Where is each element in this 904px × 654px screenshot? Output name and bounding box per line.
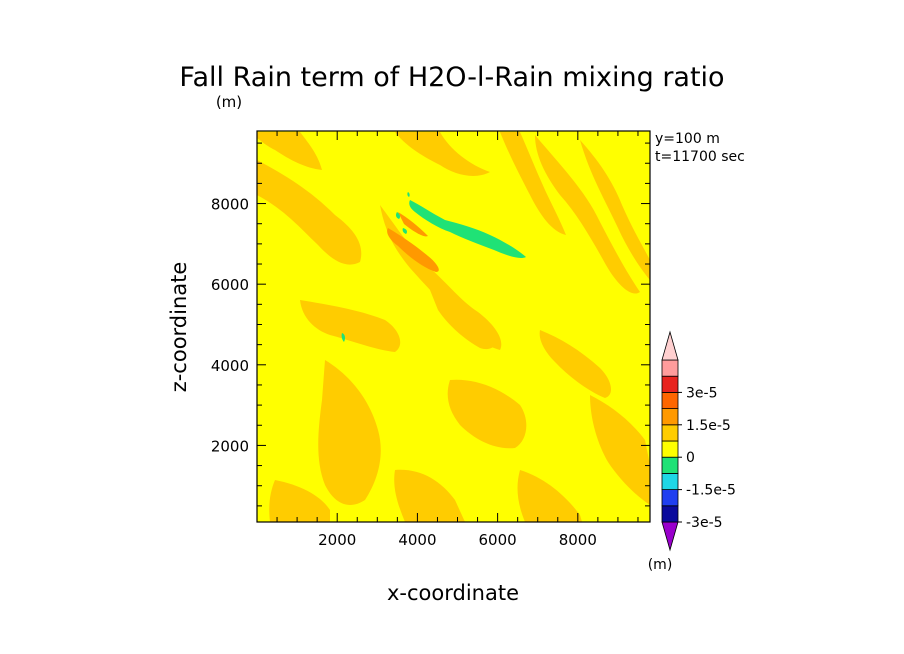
colorbar-segment [661, 489, 679, 507]
colorbar-segment [661, 472, 679, 490]
x-tick-label: 4000 [398, 531, 436, 549]
x-tick-label: 2000 [318, 531, 356, 549]
band-upper-left-2 [257, 132, 322, 170]
colorbar-tick-label: 0 [686, 450, 695, 466]
colorbar-min-triangle [661, 521, 679, 552]
annotation-time: t=11700 sec [655, 149, 745, 165]
chart-title: Fall Rain term of H2O-l-Rain mixing rati… [179, 62, 724, 93]
band-upper-left [257, 160, 362, 265]
positive-bands [257, 132, 650, 522]
negative-streak-main [409, 200, 526, 259]
colorbar-segment [661, 391, 679, 409]
x-axis-label: x-coordinate [387, 581, 519, 605]
band-right-middle [539, 330, 612, 398]
band-bottom-right [517, 470, 582, 522]
colorbar-tick-label: -1.5e-5 [686, 483, 736, 499]
band-mid-left [300, 300, 401, 352]
y-tick-label: 6000 [211, 276, 249, 294]
y-tick-label: 4000 [211, 357, 249, 375]
band-lower-right [590, 395, 650, 505]
band-right-upper-2 [580, 140, 650, 280]
colorbar-segment [661, 505, 679, 523]
colorbar-segment [661, 456, 679, 474]
negative-patch-small [341, 333, 346, 342]
band-lower-left [318, 360, 381, 505]
colorbar-max-triangle [661, 330, 679, 361]
colorbar-segment [661, 359, 679, 377]
axes: 2000 4000 6000 8000 2000 4000 6000 8000 [211, 131, 650, 549]
colorbar-unit: (m) [648, 557, 673, 573]
y-tick-label: 8000 [211, 196, 249, 214]
band-center-low [447, 379, 527, 449]
annotation-y: y=100 m [655, 131, 720, 147]
y-tick-label: 2000 [211, 437, 249, 455]
band-right-upper-1 [535, 135, 640, 294]
colorbar-segment [661, 408, 679, 426]
x-tick-label: 8000 [559, 531, 597, 549]
title-unit: (m) [216, 93, 242, 111]
colorbar-tick-label: 3e-5 [686, 385, 717, 401]
strong-positive-core [387, 228, 439, 272]
colorbar-segment [661, 424, 679, 442]
band-top-center [395, 132, 490, 176]
plot-area: 2000 4000 6000 8000 2000 4000 6000 8000 [211, 130, 651, 549]
negative-streak-dot-1 [395, 212, 401, 219]
y-axis-label: z-coordinate [167, 262, 191, 393]
band-bottom-left [269, 480, 330, 522]
band-bottom-center [394, 469, 465, 522]
plot-frame [256, 130, 651, 523]
colorbar: 3e-5 1.5e-5 0 -1.5e-5 -3e-5 [661, 330, 736, 552]
band-center-mid [430, 290, 497, 350]
contour-field [257, 131, 650, 522]
strong-positive-core-streak [398, 212, 428, 237]
colorbar-tick-label: -3e-5 [686, 515, 723, 531]
band-right-upper-3 [500, 132, 566, 235]
colorbar-segment [661, 440, 679, 458]
x-tick-label: 6000 [479, 531, 517, 549]
colorbar-segment [661, 375, 679, 393]
negative-streak-dot-3 [407, 192, 410, 197]
colorbar-tick-label: 1.5e-5 [686, 418, 731, 434]
negative-streak-dot-2 [402, 228, 407, 234]
negative-streak [341, 192, 526, 342]
